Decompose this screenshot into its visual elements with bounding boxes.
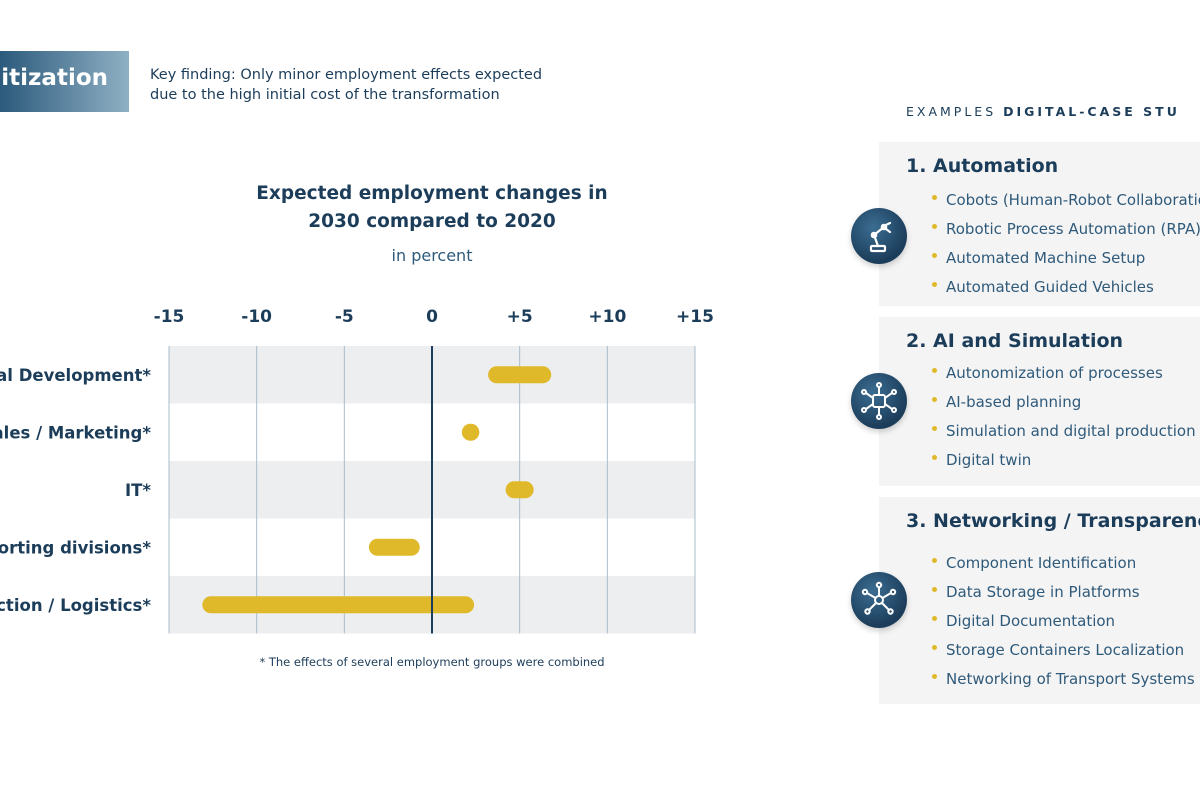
x-tick-label: -5 xyxy=(335,307,354,327)
range-bar xyxy=(488,366,552,384)
list-item: Cobots (Human-Robot Collaboratio xyxy=(932,186,1200,215)
category-label: Sales / Marketing* xyxy=(0,423,151,442)
x-tick-label: -10 xyxy=(241,307,272,327)
ai-chip-icon xyxy=(851,373,907,429)
category-label: IT* xyxy=(125,481,151,500)
x-tick-label: 0 xyxy=(426,307,438,327)
employment-chart: -15 -10 -5 0 +5 +10 +15 cal Development* Sales /… xyxy=(0,307,714,634)
examples-heading-light: EXAMPLES xyxy=(906,104,1004,119)
section-tag: gitization xyxy=(0,51,129,112)
case-card-title: 3. Networking / Transparency xyxy=(906,510,1200,532)
x-tick-label: +10 xyxy=(588,307,626,327)
examples-heading-bold: DIGITAL-CASE STU xyxy=(1003,104,1180,119)
case-card-networking: 3. Networking / Transparency Component I… xyxy=(851,497,1200,704)
x-tick-label: +5 xyxy=(507,307,533,327)
x-tick-label: +15 xyxy=(676,307,714,327)
chart-title: Expected employment changes in 2030 comp… xyxy=(232,180,632,236)
section-tag-label: gitization xyxy=(0,65,108,91)
range-bar xyxy=(202,596,475,614)
case-card-list: Component Identification Data Storage in… xyxy=(932,549,1195,694)
chart-title-line-2: 2030 compared to 2020 xyxy=(308,211,556,232)
case-card-automation: 1. Automation Cobots (Human-Robot Collab… xyxy=(851,142,1200,306)
robot-arm-icon xyxy=(851,208,907,264)
network-icon xyxy=(851,572,907,628)
list-item: Autonomization of processes xyxy=(932,359,1196,388)
case-card-list: Cobots (Human-Robot Collaboratio Robotic… xyxy=(932,186,1200,302)
range-bar xyxy=(368,538,420,556)
case-card-title: 1. Automation xyxy=(906,155,1059,177)
list-item: Simulation and digital production xyxy=(932,417,1196,446)
key-finding: Key finding: Only minor employment effec… xyxy=(150,65,570,105)
list-item: Robotic Process Automation (RPA) xyxy=(932,215,1200,244)
key-finding-line-1: Key finding: Only minor employment effec… xyxy=(150,67,543,83)
list-item: Component Identification xyxy=(932,549,1195,578)
list-item: Networking of Transport Systems xyxy=(932,665,1195,694)
category-label: porting divisions* xyxy=(0,538,151,557)
list-item: AI-based planning xyxy=(932,388,1196,417)
list-item: Storage Containers Localization xyxy=(932,636,1195,665)
examples-heading: EXAMPLES DIGITAL-CASE STU xyxy=(906,104,1180,119)
x-tick-label: -15 xyxy=(154,307,185,327)
chart-subtitle: in percent xyxy=(391,246,473,265)
range-bar xyxy=(461,423,480,441)
list-item: Automated Machine Setup xyxy=(932,244,1200,273)
list-item: Data Storage in Platforms xyxy=(932,578,1195,607)
category-label: cal Development* xyxy=(0,366,151,385)
list-item: Automated Guided Vehicles xyxy=(932,273,1200,302)
chart-title-line-1: Expected employment changes in xyxy=(256,183,608,204)
category-label: uction / Logistics* xyxy=(0,596,151,615)
case-card-ai: 2. AI and Simulation Autonomization of p… xyxy=(851,317,1200,486)
key-finding-line-2: due to the high initial cost of the tran… xyxy=(150,87,500,103)
list-item: Digital twin xyxy=(932,446,1196,475)
case-card-title: 2. AI and Simulation xyxy=(906,330,1124,352)
case-card-list: Autonomization of processes AI-based pla… xyxy=(932,359,1196,475)
list-item: Digital Documentation xyxy=(932,607,1195,636)
range-bar xyxy=(505,481,534,499)
chart-footnote: * The effects of several employment grou… xyxy=(259,655,605,669)
